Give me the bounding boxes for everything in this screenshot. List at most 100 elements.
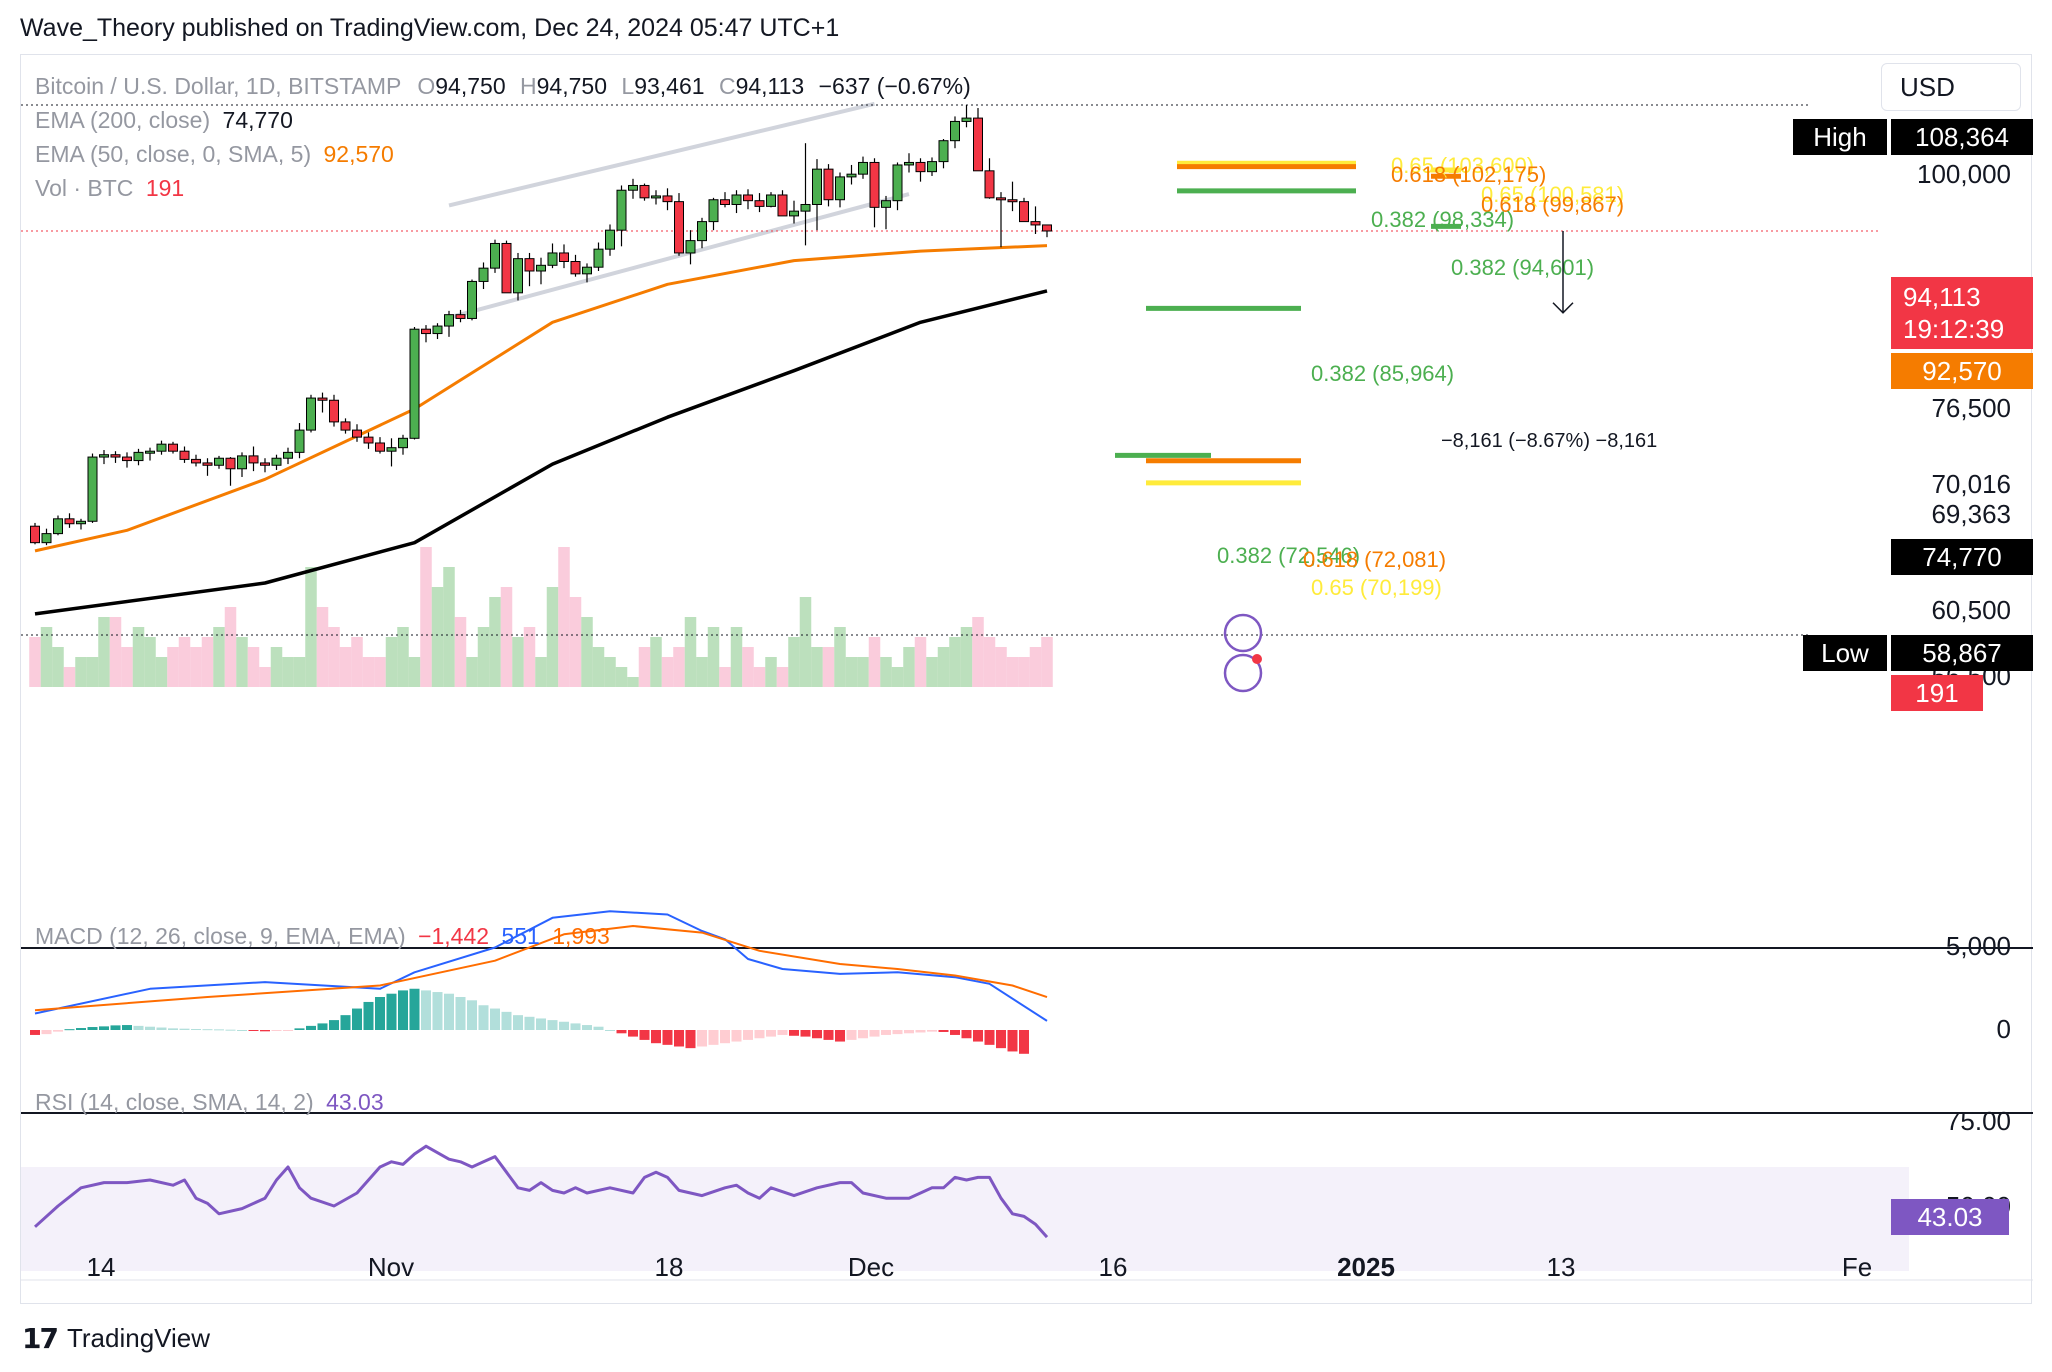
low-label-badge: Low (1821, 638, 1869, 668)
fib-label: 0.618 (99,867) (1481, 192, 1624, 217)
volume-bar (374, 657, 386, 687)
macd-histogram-bar (53, 1030, 63, 1032)
chart-canvas[interactable]: 0.65 (103,600)0.618 (102,175)0.65 (100,5… (21, 55, 2033, 1305)
fib-label: 0.618 (72,081) (1303, 547, 1446, 572)
macd-histogram-bar (467, 1000, 477, 1030)
time-tick-label: Nov (368, 1252, 414, 1282)
fib-label: 0.382 (85,964) (1311, 361, 1454, 386)
candle-body (294, 429, 305, 453)
volume-bar (983, 637, 996, 687)
high-value-badge: 108,364 (1915, 122, 2009, 152)
volume-bar (305, 567, 317, 687)
candle-body (248, 455, 259, 464)
macd-histogram-bar (639, 1030, 650, 1040)
volume-bar (1018, 657, 1030, 687)
candle-body (490, 242, 500, 269)
currency-label: USD (1900, 71, 1955, 102)
volume-bar (1041, 637, 1053, 687)
time-tick-label: 2025 (1337, 1252, 1395, 1282)
candle-body (283, 451, 293, 459)
macd-histogram-bar (731, 1030, 742, 1042)
macd-histogram-bar (674, 1030, 684, 1047)
candle-body (467, 280, 477, 319)
candle-body (628, 184, 638, 191)
volume-bar (293, 657, 306, 687)
volume-bar (558, 547, 570, 687)
rsi-badge-bg (1891, 1199, 2009, 1235)
macd-histogram-bar (524, 1016, 535, 1030)
volume-bar (385, 637, 398, 687)
volume-bar (719, 667, 731, 687)
macd-histogram-bar (237, 1030, 247, 1031)
macd-histogram-bar (685, 1030, 696, 1049)
candle-body (501, 242, 512, 294)
volume-bar (891, 667, 904, 687)
candle-body (1030, 221, 1041, 226)
volume-bar (339, 647, 352, 687)
macd-histogram-bar (76, 1028, 86, 1030)
volume-bar (569, 597, 582, 687)
candle-body (915, 161, 926, 173)
candle-body (869, 161, 880, 208)
macd-histogram-bar (225, 1029, 236, 1031)
volume-bar (776, 667, 789, 687)
macd-signal-value: 1,993 (552, 923, 610, 949)
currency-button[interactable]: USD (1881, 63, 2021, 111)
chart-frame[interactable]: 0.65 (103,600) 0.618 (102,175) 0.65 (100,5… (20, 54, 2033, 1305)
macd-histogram-bar (697, 1030, 707, 1047)
macd-histogram-bar (628, 1030, 638, 1037)
macd-histogram-bar (915, 1030, 926, 1033)
volume-bar (834, 627, 846, 687)
price-tick-label: 70,016 (1931, 469, 2011, 499)
candle-body (191, 458, 201, 464)
candle-body (961, 117, 972, 122)
volume-bar (420, 547, 432, 687)
volume-bar (167, 647, 179, 687)
macd-histogram-bar (869, 1030, 880, 1037)
high-value-badge-bg (1891, 119, 2033, 155)
macd-histogram-bar (271, 1030, 282, 1031)
fib-label: 0.382 (98,334) (1371, 207, 1514, 232)
candle-body (605, 229, 615, 250)
volume-bar (132, 627, 145, 687)
macd-histogram-bar (375, 997, 385, 1030)
volume-value: 191 (145, 175, 185, 201)
candle-body (904, 161, 914, 166)
candle-body (1042, 224, 1052, 232)
macd-histogram-bar (156, 1027, 167, 1030)
volume-badge-bg (1891, 675, 1983, 711)
volume-bar (362, 657, 375, 687)
volume-bar (247, 647, 260, 687)
volume-bar (98, 617, 110, 687)
volume-bar (650, 637, 662, 687)
volume-bar (742, 647, 754, 687)
rsi-legend[interactable]: RSI (14, close, SMA, 14, 2) 43.03 (35, 1089, 384, 1116)
macd-histogram-bar (1019, 1030, 1029, 1054)
volume-bar (282, 657, 294, 687)
macd-legend[interactable]: MACD (12, 26, close, 9, EMA, EMA) −1,442… (35, 923, 610, 950)
low-label: L (621, 73, 635, 99)
candle-body (398, 437, 408, 449)
candle-body (846, 173, 857, 178)
macd-histogram-bar (616, 1030, 627, 1034)
volume-bar (121, 647, 133, 687)
volume-bar (995, 647, 1007, 687)
volume-bar (1029, 647, 1042, 687)
macd-histogram-bar (179, 1028, 190, 1030)
candle-body (559, 252, 569, 263)
candle-body (64, 518, 75, 525)
candle-body (444, 314, 454, 327)
macd-histogram-bar (593, 1026, 604, 1030)
macd-histogram-bar (823, 1030, 834, 1040)
ema50-legend[interactable]: EMA (50, close, 0, SMA, 5) 92,570 (35, 141, 394, 168)
last-price-badge-bg (1891, 277, 2033, 349)
volume-bar (684, 617, 697, 687)
candle-body (41, 533, 52, 544)
ema200-label: EMA (200, close) (35, 107, 211, 133)
tradingview-logo-icon: 17 (22, 1322, 59, 1355)
tradingview-logo[interactable]: 17 TradingView (22, 1322, 210, 1355)
candle-body (271, 457, 282, 466)
macd-histogram-bar (835, 1030, 845, 1042)
volume-legend[interactable]: Vol · BTC 191 (35, 175, 184, 202)
ema200-legend[interactable]: EMA (200, close) 74,770 (35, 107, 293, 134)
